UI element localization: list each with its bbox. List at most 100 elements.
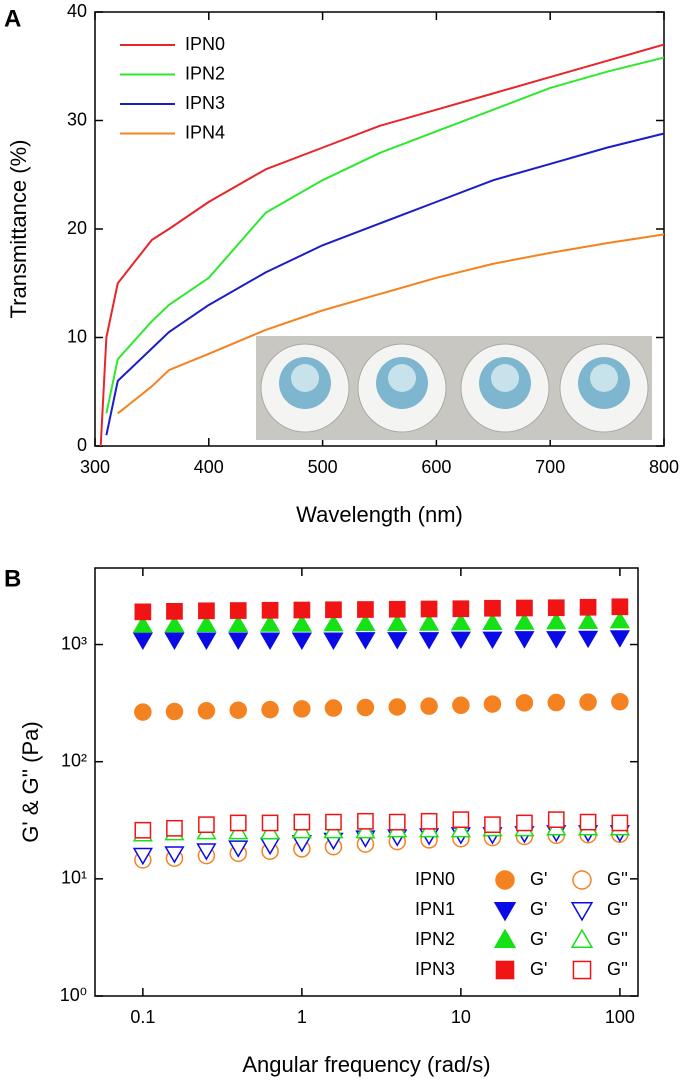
point: [516, 814, 533, 832]
point: [611, 598, 629, 616]
y-tick-label: 10²: [61, 750, 87, 770]
legend-marker: [493, 928, 517, 948]
point: [293, 700, 311, 718]
point: [196, 614, 217, 633]
point: [388, 813, 406, 831]
photo-disc: [260, 343, 350, 433]
point: [325, 601, 342, 619]
x-tick-label: 600: [421, 457, 451, 477]
point: [293, 601, 311, 619]
legend-label: IPN0: [415, 869, 455, 889]
photo-disc: [559, 343, 649, 433]
point: [324, 699, 343, 717]
point: [198, 602, 215, 620]
point: [164, 614, 185, 633]
y-tick-label: 10⁰: [60, 985, 87, 1005]
legend-label: G'': [607, 929, 628, 949]
legend-marker: [495, 960, 515, 980]
point: [325, 813, 342, 831]
point: [547, 599, 565, 617]
point: [482, 612, 503, 631]
y-axis-title: G' & G'' (Pa): [18, 721, 43, 842]
line: [105, 56, 665, 414]
point: [293, 813, 311, 831]
legend-marker: [570, 928, 594, 948]
legend-label: IPN1: [415, 899, 455, 919]
x-tick-label: 100: [605, 1007, 635, 1027]
point: [229, 701, 248, 719]
plot-frame: [94, 567, 639, 997]
legend-label: G': [530, 869, 547, 889]
point: [196, 632, 217, 650]
legend-marker: [570, 902, 594, 922]
photo-inset: [256, 336, 652, 440]
point: [355, 613, 376, 632]
point: [165, 702, 184, 721]
point: [229, 602, 247, 619]
line: [117, 233, 665, 415]
y-tick-label: 20: [67, 218, 87, 238]
point: [261, 601, 279, 619]
point: [579, 813, 597, 831]
point: [609, 630, 630, 648]
legend-label: G'': [607, 959, 628, 979]
point: [420, 600, 438, 618]
legend-marker: [493, 902, 517, 922]
point: [166, 819, 183, 837]
point: [418, 613, 440, 631]
point: [577, 611, 599, 630]
y-tick-label: 40: [67, 1, 87, 21]
x-tick-label: 300: [80, 457, 110, 477]
point: [228, 840, 249, 858]
point: [259, 632, 281, 650]
point: [261, 700, 279, 719]
point: [196, 843, 217, 861]
point: [515, 694, 534, 712]
point: [450, 819, 471, 838]
point: [291, 614, 312, 632]
x-tick-label: 10: [451, 1007, 471, 1027]
legend-label: IPN4: [185, 122, 225, 142]
point: [229, 814, 247, 832]
point: [228, 614, 249, 633]
legend-label: G': [530, 929, 547, 949]
point: [134, 821, 152, 839]
point: [452, 696, 470, 715]
point: [197, 702, 216, 720]
legend-label: G'': [607, 899, 628, 919]
point: [516, 599, 533, 617]
legend-label: G': [530, 959, 547, 979]
x-tick-label: 400: [194, 457, 224, 477]
point: [547, 811, 565, 829]
point: [547, 693, 566, 712]
line: [99, 43, 665, 447]
photo-disc: [357, 343, 447, 433]
point: [420, 697, 438, 715]
point: [291, 632, 312, 650]
x-tick-label: 1: [297, 1007, 307, 1027]
y-tick-label: 10: [67, 326, 87, 346]
point: [609, 610, 630, 629]
point: [420, 812, 438, 830]
legend-label: IPN3: [185, 93, 225, 113]
point: [357, 812, 374, 830]
point: [484, 599, 501, 617]
point: [388, 698, 407, 716]
y-tick-label: 30: [67, 109, 87, 129]
point: [577, 630, 599, 649]
point: [198, 816, 215, 834]
line: [105, 132, 665, 436]
legend-label: IPN0: [185, 34, 225, 54]
x-tick-label: 700: [535, 457, 565, 477]
point: [228, 632, 249, 650]
point: [452, 600, 470, 618]
point: [546, 611, 567, 630]
legend-marker: [572, 960, 592, 980]
legend-label: IPN2: [185, 63, 225, 83]
point: [484, 816, 501, 834]
point: [323, 613, 344, 632]
legend-label: IPN2: [415, 929, 455, 949]
point: [355, 632, 376, 650]
point: [514, 631, 535, 649]
